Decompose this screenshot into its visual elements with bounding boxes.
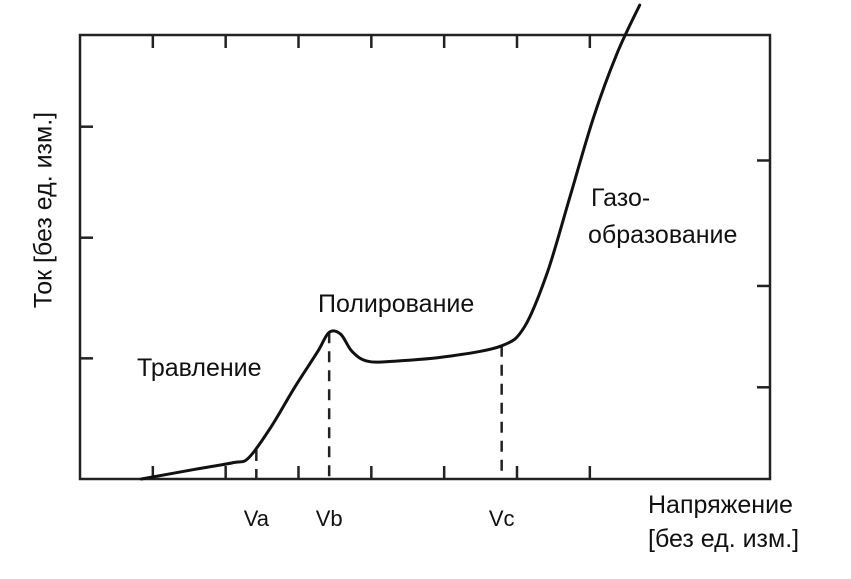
x-axis-label: Напряжение [без ед. изм.] — [648, 488, 799, 556]
x-axis-label-line2: [без ед. изм.] — [648, 525, 800, 553]
x-axis-label-line1: Напряжение — [648, 491, 793, 519]
current-voltage-curve — [139, 3, 642, 481]
plot-frame — [78, 33, 772, 481]
annotation-gas-line1: Газо- — [591, 184, 651, 212]
marker-label-vc: Vc — [488, 506, 515, 531]
y-axis-label: Ток [без ед. изм.] — [29, 111, 58, 309]
annotation-polishing: Полирование — [318, 290, 475, 318]
marker-label-vb: Vb — [315, 506, 343, 531]
marker-label-va: Va — [243, 506, 269, 531]
annotation-gas-line2: образование — [588, 221, 738, 249]
annotation-etching: Травление — [137, 354, 262, 382]
plot-border — [78, 33, 772, 481]
marker-dashed-lines — [255, 332, 503, 479]
tick-marks — [80, 35, 770, 479]
